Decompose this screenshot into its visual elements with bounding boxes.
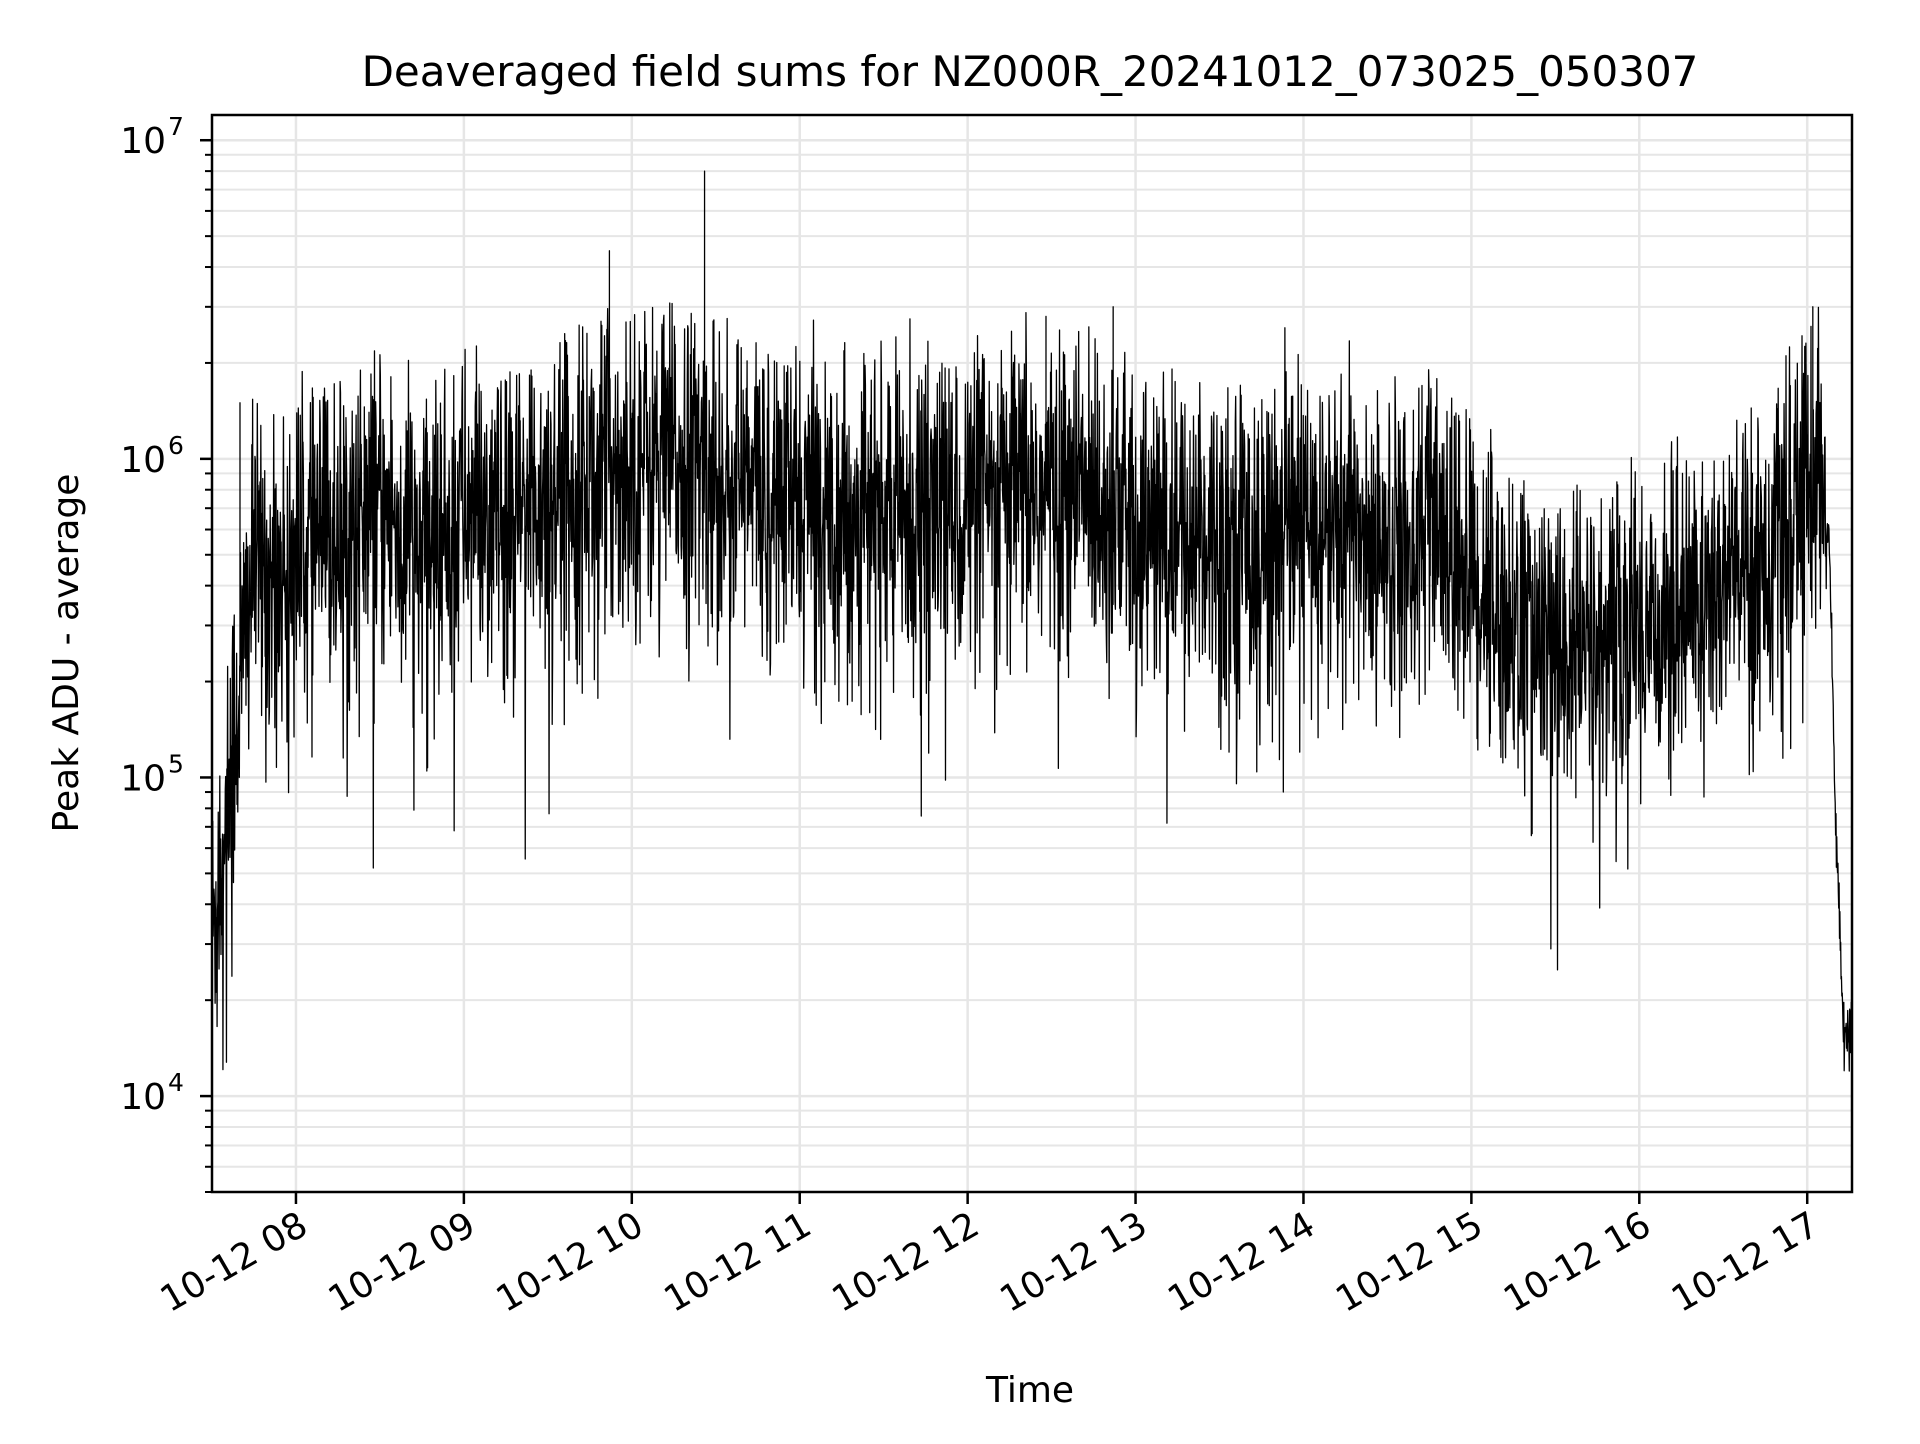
y-axis-label: Peak ADU - average <box>46 474 87 833</box>
y-tick-label: 10 5 <box>120 749 184 799</box>
y-tick-base: 10 <box>120 1077 166 1118</box>
y-tick-exponent: 5 <box>168 749 184 778</box>
y-tick-base: 10 <box>120 440 166 481</box>
y-tick-exponent: 6 <box>168 431 184 460</box>
plot-frame <box>210 113 1854 1194</box>
y-tick-base: 10 <box>120 758 166 799</box>
x-axis-label: Time <box>985 1370 1074 1411</box>
y-tick-exponent: 7 <box>168 112 184 141</box>
grid-lines <box>212 115 1852 1193</box>
y-tick-label: 10 6 <box>120 431 184 481</box>
y-tick-exponent: 4 <box>168 1068 184 1097</box>
series-line <box>211 170 1853 1072</box>
series-layer <box>211 170 1853 1072</box>
y-tick-label: 10 4 <box>120 1068 184 1118</box>
y-tick-label: 10 7 <box>120 112 184 162</box>
y-tick-base: 10 <box>120 121 166 162</box>
chart-title: Deaveraged field sums for NZ000R_2024101… <box>362 47 1699 96</box>
